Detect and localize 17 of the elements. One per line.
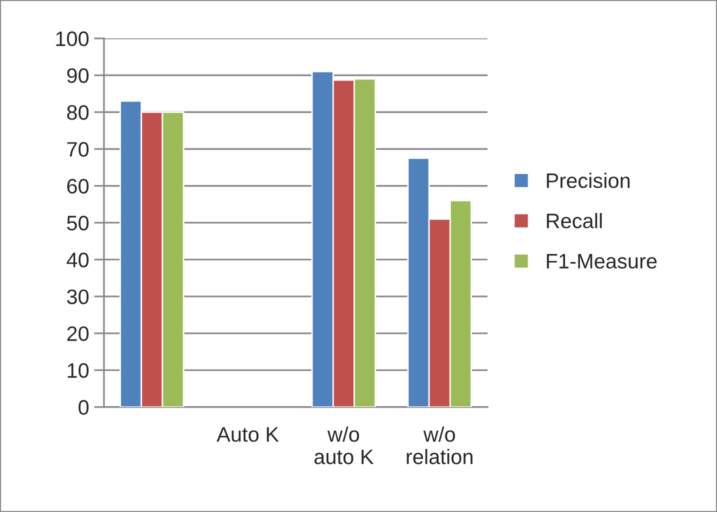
legend-label: Precision bbox=[546, 172, 630, 188]
x-tick-label: Auto K bbox=[216, 427, 279, 442]
y-tick-label: 100 bbox=[56, 31, 89, 46]
x-tick-label: w/o relation bbox=[406, 426, 472, 464]
y-tick-label: 70 bbox=[67, 142, 89, 157]
y-tick-label: 80 bbox=[67, 105, 89, 120]
y-tick-label: 30 bbox=[67, 289, 89, 304]
y-tick-label: 40 bbox=[66, 252, 89, 268]
y-tick-label: 50 bbox=[67, 216, 89, 230]
x-tick-label: w/o auto K bbox=[314, 426, 374, 464]
y-tick-label: 0 bbox=[78, 400, 89, 415]
y-tick-label: 20 bbox=[67, 326, 89, 342]
y-tick-label: 90 bbox=[67, 68, 89, 84]
legend-label: Recall bbox=[546, 213, 602, 228]
y-tick-label: 60 bbox=[67, 178, 89, 194]
y-tick-label: 10 bbox=[68, 363, 89, 378]
legend-label: F1-Measure bbox=[546, 254, 657, 269]
